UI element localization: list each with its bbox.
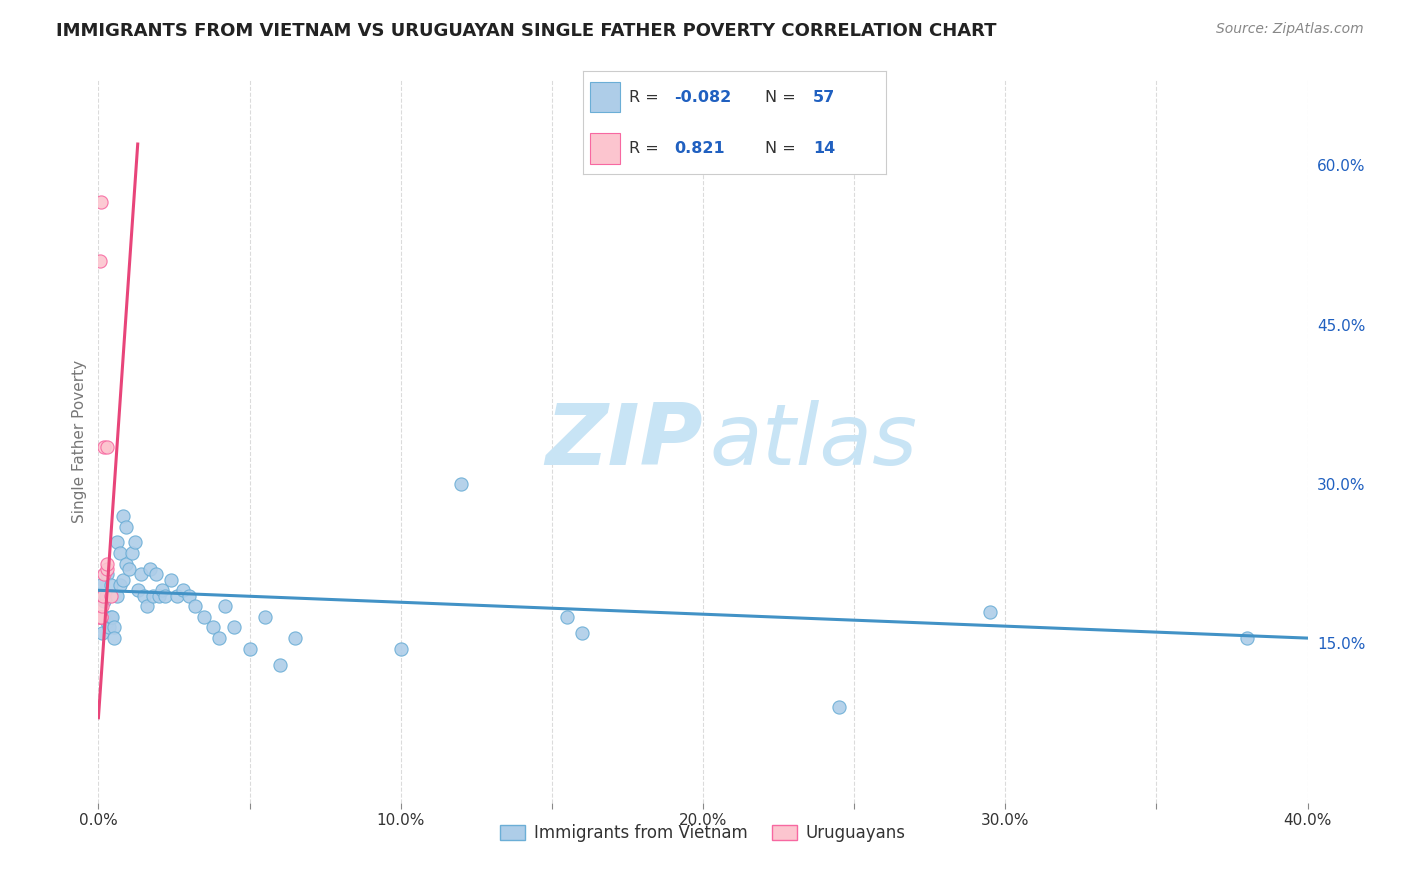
Text: IMMIGRANTS FROM VIETNAM VS URUGUAYAN SINGLE FATHER POVERTY CORRELATION CHART: IMMIGRANTS FROM VIETNAM VS URUGUAYAN SIN… bbox=[56, 22, 997, 40]
Point bbox=[89, 610, 111, 624]
Point bbox=[105, 535, 128, 549]
Text: 0.821: 0.821 bbox=[675, 141, 725, 156]
Point bbox=[118, 562, 141, 576]
Point bbox=[93, 610, 115, 624]
Point bbox=[389, 641, 412, 656]
Point bbox=[1236, 631, 1258, 645]
Point bbox=[111, 508, 134, 523]
Point bbox=[90, 610, 112, 624]
Point bbox=[555, 610, 578, 624]
Point bbox=[93, 440, 115, 454]
Bar bbox=[589, 81, 620, 112]
Text: Source: ZipAtlas.com: Source: ZipAtlas.com bbox=[1216, 22, 1364, 37]
Point bbox=[142, 589, 165, 603]
Point bbox=[90, 610, 112, 624]
Point bbox=[98, 620, 121, 634]
Point bbox=[108, 546, 131, 560]
Point bbox=[139, 562, 162, 576]
Point bbox=[166, 589, 188, 603]
Point bbox=[96, 567, 118, 582]
Text: N =: N = bbox=[765, 89, 801, 104]
Text: ZIP: ZIP bbox=[546, 400, 703, 483]
Point bbox=[160, 573, 183, 587]
Text: atlas: atlas bbox=[709, 400, 917, 483]
Point bbox=[90, 578, 112, 592]
Point bbox=[100, 589, 122, 603]
Point bbox=[132, 589, 155, 603]
Point bbox=[208, 631, 231, 645]
Point bbox=[184, 599, 207, 614]
Point bbox=[111, 573, 134, 587]
Point bbox=[979, 605, 1001, 619]
Point bbox=[450, 477, 472, 491]
Point bbox=[127, 583, 149, 598]
Point bbox=[124, 535, 146, 549]
Text: N =: N = bbox=[765, 141, 801, 156]
Point bbox=[121, 546, 143, 560]
Point bbox=[100, 578, 122, 592]
Point bbox=[108, 578, 131, 592]
Text: -0.082: -0.082 bbox=[675, 89, 731, 104]
Point bbox=[91, 625, 114, 640]
Point bbox=[103, 620, 125, 634]
Point bbox=[90, 610, 112, 624]
Point bbox=[101, 610, 124, 624]
Point bbox=[269, 657, 291, 672]
Legend: Immigrants from Vietnam, Uruguayans: Immigrants from Vietnam, Uruguayans bbox=[494, 817, 912, 848]
Point bbox=[135, 599, 157, 614]
Point bbox=[172, 583, 194, 598]
Point bbox=[239, 641, 262, 656]
Point bbox=[153, 589, 176, 603]
Point bbox=[96, 615, 118, 630]
Point bbox=[202, 620, 225, 634]
Point bbox=[91, 589, 114, 603]
Text: R =: R = bbox=[628, 89, 664, 104]
Point bbox=[91, 599, 114, 614]
Point bbox=[93, 567, 115, 582]
Text: 57: 57 bbox=[813, 89, 835, 104]
Point bbox=[91, 610, 114, 624]
Point bbox=[253, 610, 276, 624]
Point bbox=[114, 519, 136, 533]
Point bbox=[96, 562, 118, 576]
Point bbox=[179, 589, 201, 603]
Point bbox=[96, 557, 118, 571]
Point bbox=[129, 567, 152, 582]
Point bbox=[93, 594, 115, 608]
Point bbox=[148, 589, 170, 603]
Point bbox=[96, 440, 118, 454]
Point bbox=[89, 254, 111, 268]
Bar bbox=[589, 133, 620, 163]
Point bbox=[193, 610, 215, 624]
Point bbox=[284, 631, 307, 645]
Point bbox=[214, 599, 236, 614]
Point bbox=[90, 195, 112, 210]
Point bbox=[571, 625, 593, 640]
Point bbox=[145, 567, 167, 582]
Point bbox=[828, 700, 851, 714]
Text: 14: 14 bbox=[813, 141, 835, 156]
Point bbox=[103, 631, 125, 645]
Y-axis label: Single Father Poverty: Single Father Poverty bbox=[72, 360, 87, 523]
Point bbox=[114, 557, 136, 571]
Point bbox=[105, 589, 128, 603]
Point bbox=[100, 610, 122, 624]
Text: R =: R = bbox=[628, 141, 664, 156]
Point bbox=[94, 589, 117, 603]
Point bbox=[150, 583, 173, 598]
Point bbox=[224, 620, 246, 634]
Point bbox=[89, 610, 111, 624]
